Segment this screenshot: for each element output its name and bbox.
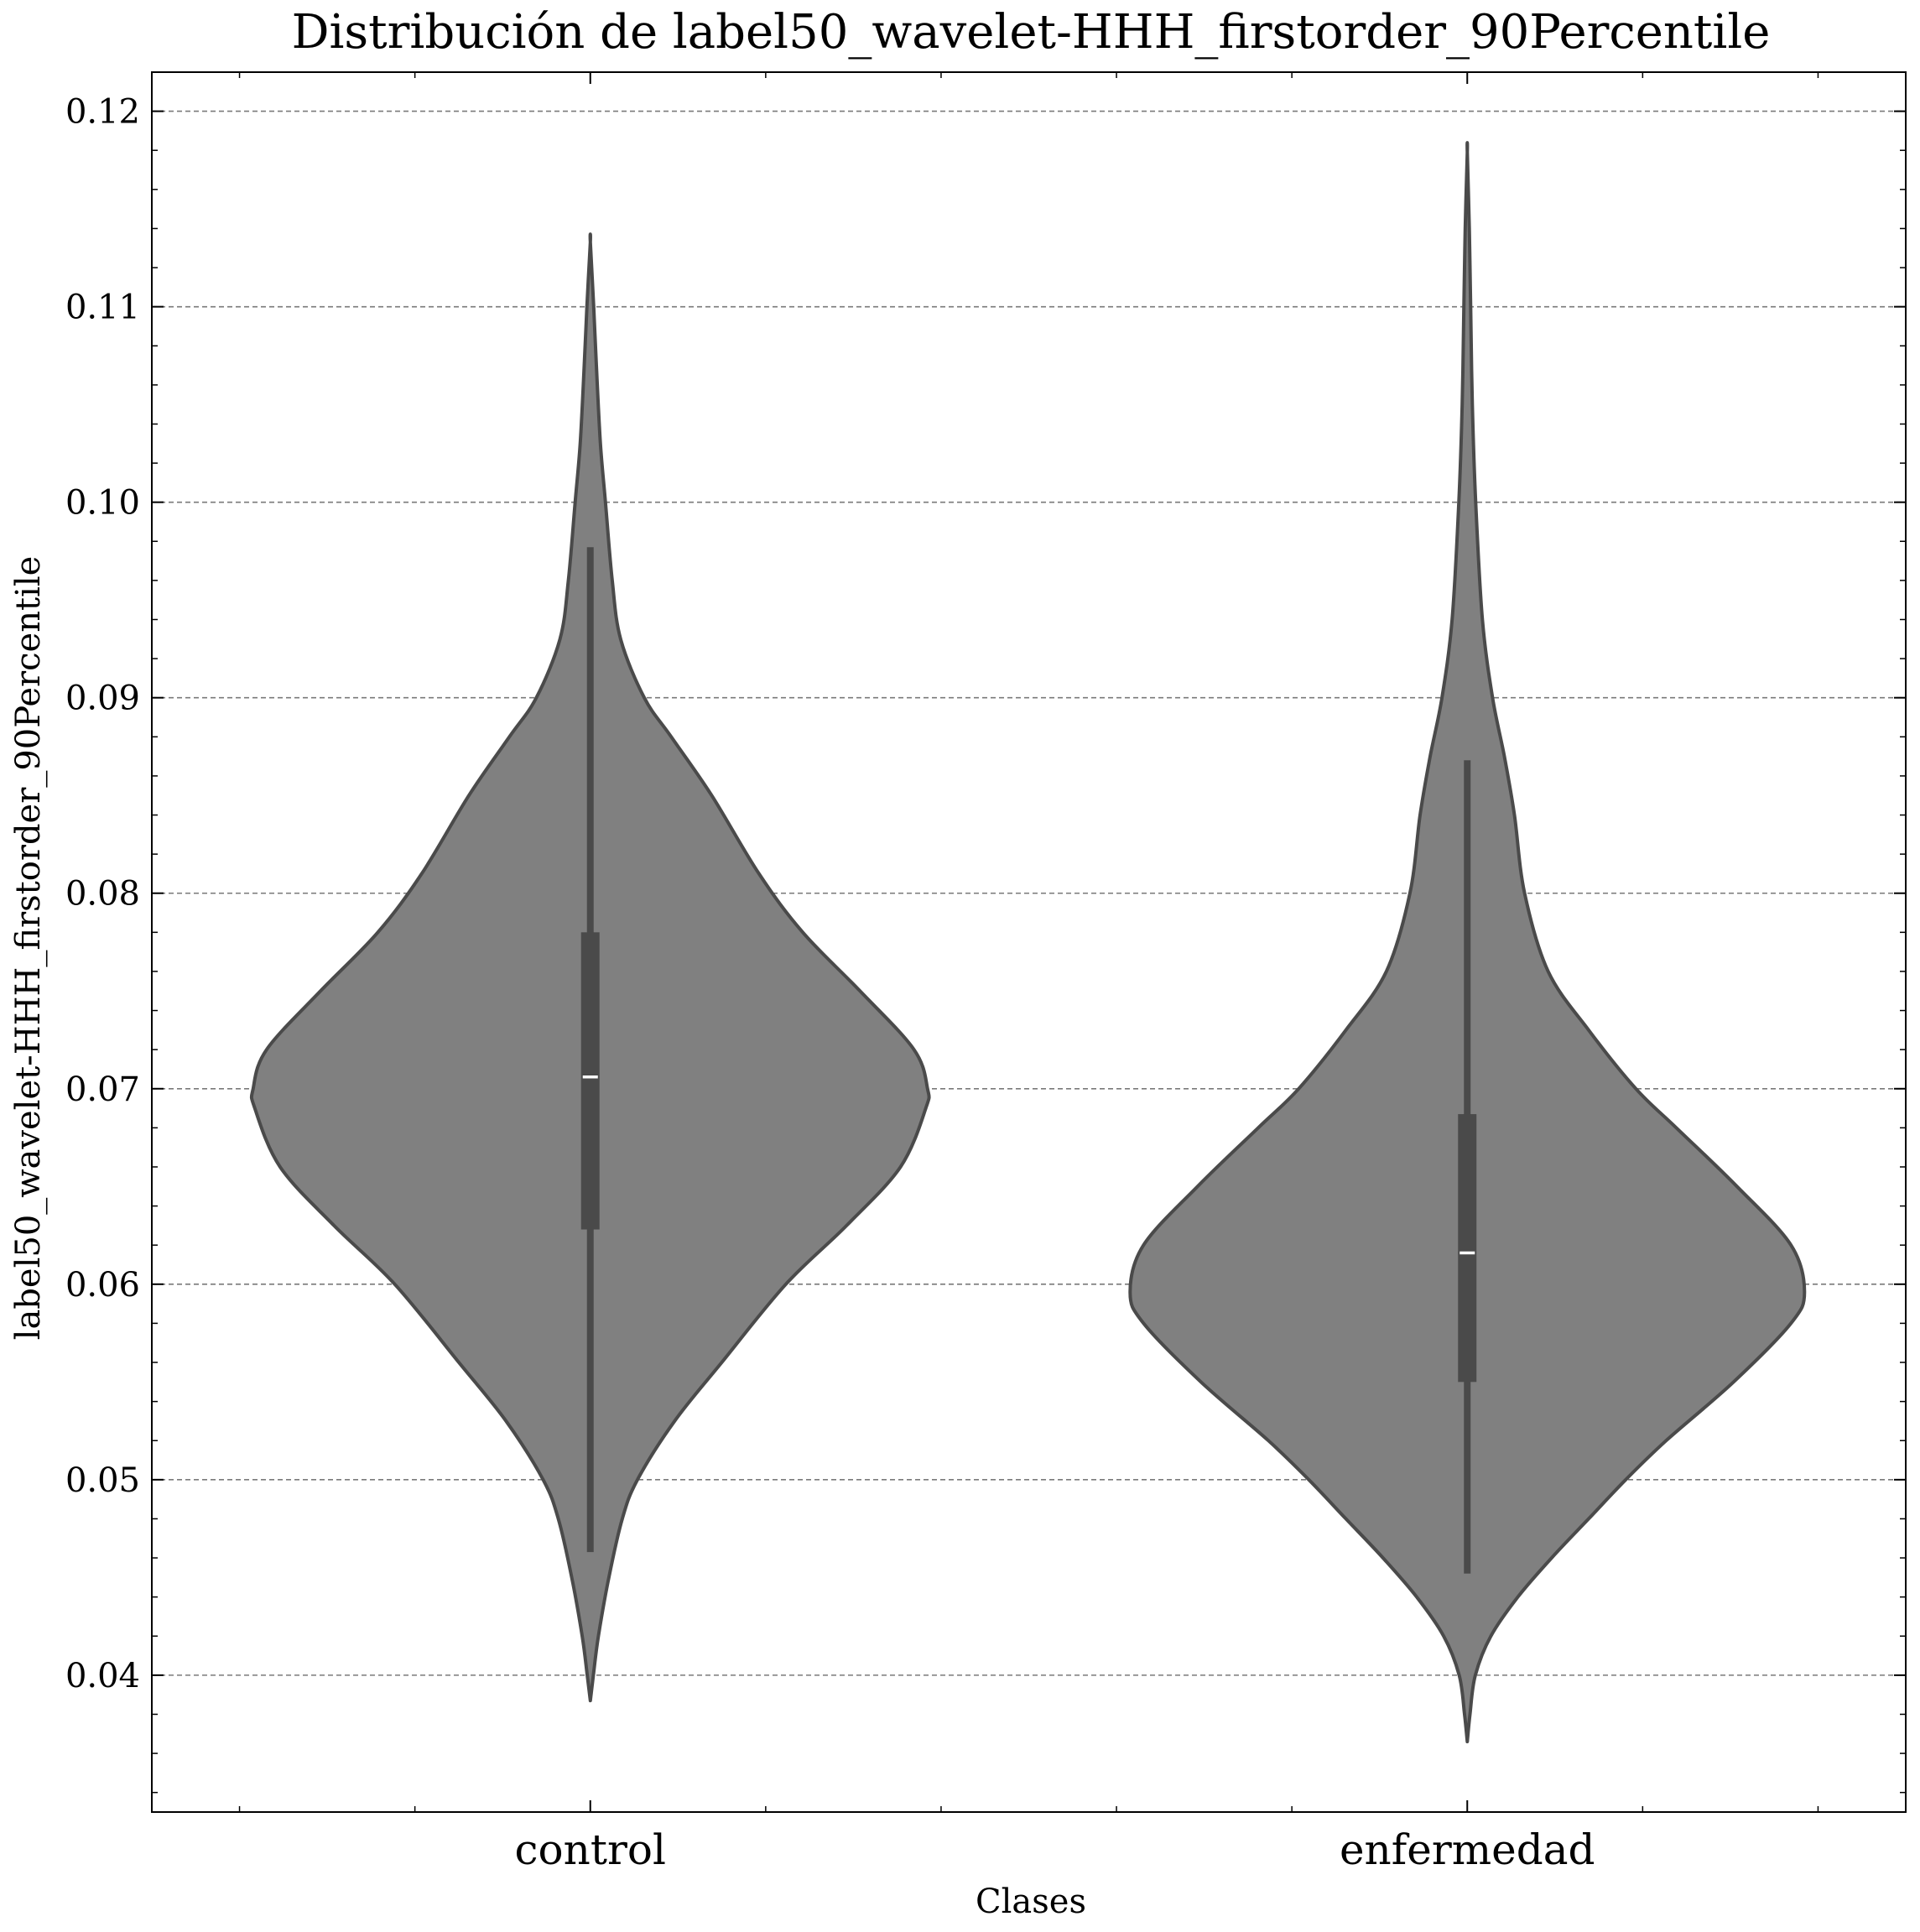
y-tick-label-0.04: 0.04 [65, 1657, 140, 1695]
y-tick-label-0.09: 0.09 [65, 680, 140, 718]
x-tick-label-enfermedad: enfermedad [1340, 1825, 1595, 1874]
iqr-box-enfermedad [1458, 1114, 1477, 1383]
y-tick-label-0.05: 0.05 [65, 1461, 140, 1500]
violins [249, 141, 1807, 1744]
x-tick-label-control: control [515, 1825, 666, 1874]
y-tick-label-0.10: 0.10 [65, 484, 140, 523]
axes: 0.04 0.05 0.06 0.07 0.08 0.09 0.10 0.11 0.12 cont… [65, 71, 1907, 1874]
y-tick-label-0.12: 0.12 [65, 93, 140, 132]
x-axis-label: Clases [976, 1883, 1086, 1921]
y-tick-label-0.08: 0.08 [65, 875, 140, 914]
y-tick-label-0.06: 0.06 [65, 1266, 140, 1304]
plot-frame [151, 71, 1907, 1813]
y-axis-label: label50_wavelet-HHH_firstorder_90Percent… [9, 556, 48, 1341]
chart-title: Distribución de label50_wavelet-HHH_firs… [292, 5, 1771, 60]
iqr-box-control [580, 932, 600, 1230]
y-tick-label-0.11: 0.11 [65, 289, 140, 327]
y-tick-label-0.07: 0.07 [65, 1070, 140, 1109]
